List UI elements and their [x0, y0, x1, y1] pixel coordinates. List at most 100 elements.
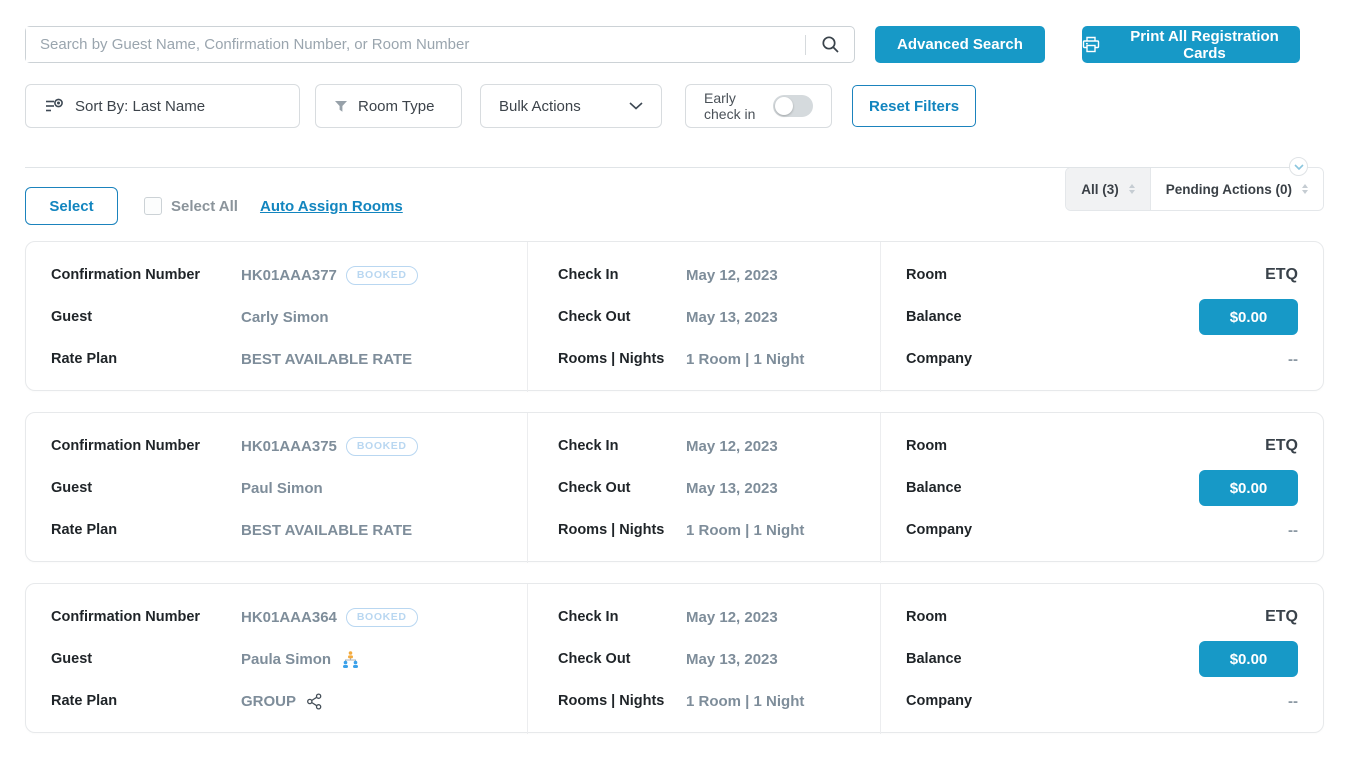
rate-plan-value: BEST AVAILABLE RATE	[241, 350, 413, 368]
check-out-label: Check Out	[558, 651, 631, 667]
card-column-room: Room ETQ Balance $0.00 Company --	[881, 242, 1323, 392]
front-desk-page: Advanced Search Print All Registration C…	[0, 26, 1351, 777]
room-label: Room	[906, 267, 948, 283]
rooms-nights-label: Rooms | Nights	[558, 522, 665, 538]
room-type-code: ETQ	[1265, 266, 1298, 283]
rate-plan-label: Rate Plan	[51, 522, 118, 538]
sort-icon	[44, 97, 64, 115]
check-in-label: Check In	[558, 438, 619, 454]
search-input[interactable]	[26, 27, 805, 62]
select-all-checkbox[interactable]	[144, 197, 162, 215]
reset-filters-button[interactable]: Reset Filters	[852, 85, 977, 127]
search-box	[25, 26, 855, 63]
select-all-label: Select All	[171, 197, 238, 215]
rate-plan-label: Rate Plan	[51, 693, 118, 709]
guest-name: Carly Simon	[241, 308, 329, 326]
card-column-dates: Check In May 12, 2023 Check Out May 13, …	[528, 413, 881, 563]
card-column-dates: Check In May 12, 2023 Check Out May 13, …	[528, 584, 881, 734]
room-type-filter[interactable]: Room Type	[315, 84, 462, 128]
rooms-nights-value: 1 Room | 1 Night	[686, 350, 805, 368]
auto-assign-rooms-link[interactable]: Auto Assign Rooms	[259, 197, 403, 215]
check-out-label: Check Out	[558, 480, 631, 496]
confirmation-label: Confirmation Number	[51, 267, 201, 283]
guest-name: Paul Simon	[241, 479, 323, 497]
sort-by-dropdown[interactable]: Sort By: Last Name	[25, 84, 300, 128]
check-in-date: May 12, 2023	[686, 437, 778, 455]
reservation-card[interactable]: Confirmation Number HK01AAA364 BOOKED Gu…	[25, 583, 1324, 734]
check-in-date: May 12, 2023	[686, 266, 778, 284]
status-badge: BOOKED	[345, 436, 418, 456]
guest-name: Paula Simon	[241, 650, 332, 668]
check-in-label: Check In	[558, 267, 619, 283]
tab-pending-actions-label: Pending Actions (0)	[1165, 181, 1292, 197]
group-guests-icon	[340, 650, 361, 668]
tab-all-label: All (3)	[1081, 181, 1119, 197]
toolbar-left: Select Select All Auto Assign Rooms	[25, 187, 403, 225]
company-value: --	[1288, 350, 1298, 368]
early-check-in-filter: Early check in	[685, 84, 832, 128]
select-all-control[interactable]: Select All	[144, 197, 238, 215]
check-in-date: May 12, 2023	[686, 608, 778, 626]
card-column-booking: Confirmation Number HK01AAA364 BOOKED Gu…	[26, 584, 528, 734]
confirmation-number: HK01AAA364	[241, 608, 337, 626]
select-button[interactable]: Select	[25, 187, 118, 225]
rate-plan-label: Rate Plan	[51, 351, 118, 367]
balance-button[interactable]: $0.00	[1199, 299, 1298, 335]
company-label: Company	[906, 693, 973, 709]
bulk-actions-dropdown[interactable]: Bulk Actions	[480, 84, 662, 128]
confirmation-label: Confirmation Number	[51, 609, 201, 625]
print-all-registration-cards-button[interactable]: Print All Registration Cards	[1082, 26, 1300, 63]
filter-bar: Sort By: Last Name Room Type Bulk Action…	[25, 84, 1324, 128]
check-out-date: May 13, 2023	[686, 650, 778, 668]
guest-label: Guest	[51, 651, 93, 667]
rooms-nights-label: Rooms | Nights	[558, 693, 665, 709]
balance-label: Balance	[906, 480, 962, 496]
status-badge: BOOKED	[345, 607, 418, 627]
card-column-booking: Confirmation Number HK01AAA377 BOOKED Gu…	[26, 242, 528, 392]
collapse-filters-button[interactable]	[1289, 157, 1308, 176]
funnel-icon	[334, 100, 348, 113]
rate-plan-value: GROUP	[241, 692, 297, 710]
guest-label: Guest	[51, 480, 93, 496]
list-toolbar: Select Select All Auto Assign Rooms All …	[25, 167, 1324, 241]
reservation-card[interactable]: Confirmation Number HK01AAA377 BOOKED Gu…	[25, 241, 1324, 392]
company-label: Company	[906, 351, 973, 367]
rooms-nights-value: 1 Room | 1 Night	[686, 692, 805, 710]
sort-by-label: Sort By: Last Name	[75, 97, 206, 115]
tab-group: All (3) Pending Actions (0)	[1065, 167, 1324, 211]
balance-label: Balance	[906, 651, 962, 667]
company-value: --	[1288, 521, 1298, 539]
guest-label: Guest	[51, 309, 93, 325]
confirmation-number: HK01AAA375	[241, 437, 337, 455]
early-check-in-toggle[interactable]	[773, 95, 813, 117]
balance-label: Balance	[906, 309, 962, 325]
room-label: Room	[906, 438, 948, 454]
room-type-code: ETQ	[1265, 437, 1298, 454]
company-label: Company	[906, 522, 973, 538]
room-type-code: ETQ	[1265, 608, 1298, 625]
print-all-label: Print All Registration Cards	[1130, 27, 1279, 62]
balance-button[interactable]: $0.00	[1199, 470, 1298, 506]
check-out-date: May 13, 2023	[686, 479, 778, 497]
rooms-nights-value: 1 Room | 1 Night	[686, 521, 805, 539]
rate-plan-value: BEST AVAILABLE RATE	[241, 521, 413, 539]
search-icon[interactable]	[806, 27, 854, 62]
check-out-label: Check Out	[558, 309, 631, 325]
room-label: Room	[906, 609, 948, 625]
status-badge: BOOKED	[345, 265, 418, 285]
confirmation-label: Confirmation Number	[51, 438, 201, 454]
confirmation-number: HK01AAA377	[241, 266, 337, 284]
balance-button[interactable]: $0.00	[1199, 641, 1298, 677]
share-icon	[306, 692, 323, 710]
rooms-nights-label: Rooms | Nights	[558, 351, 665, 367]
bulk-actions-label: Bulk Actions	[499, 97, 581, 115]
card-column-booking: Confirmation Number HK01AAA375 BOOKED Gu…	[26, 413, 528, 563]
reservation-card[interactable]: Confirmation Number HK01AAA375 BOOKED Gu…	[25, 412, 1324, 563]
card-column-dates: Check In May 12, 2023 Check Out May 13, …	[528, 242, 881, 392]
company-value: --	[1288, 692, 1298, 710]
check-in-label: Check In	[558, 609, 619, 625]
toggle-knob	[775, 97, 793, 115]
sort-arrows-icon	[1302, 184, 1308, 194]
advanced-search-button[interactable]: Advanced Search	[875, 26, 1045, 63]
tab-all[interactable]: All (3)	[1066, 168, 1150, 210]
